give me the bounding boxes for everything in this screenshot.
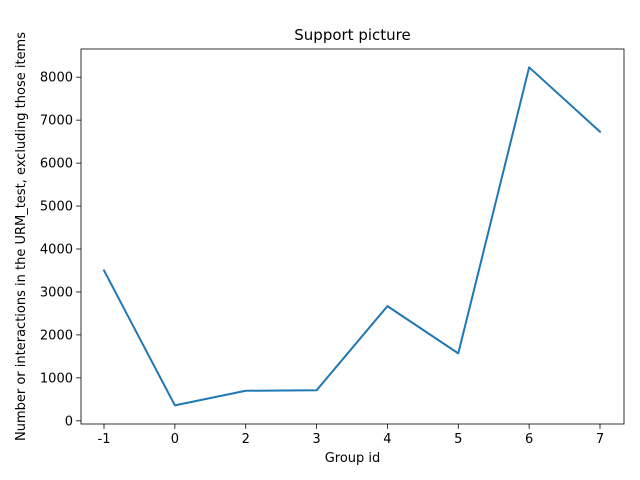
x-tick-label: 7 xyxy=(596,432,604,447)
plot-frame xyxy=(80,48,625,425)
y-tick-label: 3000 xyxy=(40,285,73,300)
chart-title: Support picture xyxy=(294,26,410,44)
series-line xyxy=(102,66,602,407)
x-tick-label: -1 xyxy=(98,432,111,447)
y-tick-label: 0 xyxy=(65,414,73,429)
x-axis-label: Group id xyxy=(325,451,381,466)
x-tick-label: 2 xyxy=(242,432,250,447)
x-tick-label: 0 xyxy=(171,432,179,447)
y-tick-label: 7000 xyxy=(40,114,73,129)
x-tick-label: 6 xyxy=(525,432,533,447)
x-tick-label: 5 xyxy=(454,432,462,447)
y-tick-label: 8000 xyxy=(40,71,73,86)
x-tick-label: 4 xyxy=(383,432,391,447)
x-tick-label: 3 xyxy=(312,432,320,447)
y-tick-label: 4000 xyxy=(40,243,73,258)
y-tick-label: 6000 xyxy=(40,157,73,172)
y-tick-label: 5000 xyxy=(40,200,73,215)
y-axis-label: Number or interactions in the URM_test, … xyxy=(14,32,29,441)
y-tick-label: 2000 xyxy=(40,328,73,343)
y-tick-label: 1000 xyxy=(40,371,73,386)
